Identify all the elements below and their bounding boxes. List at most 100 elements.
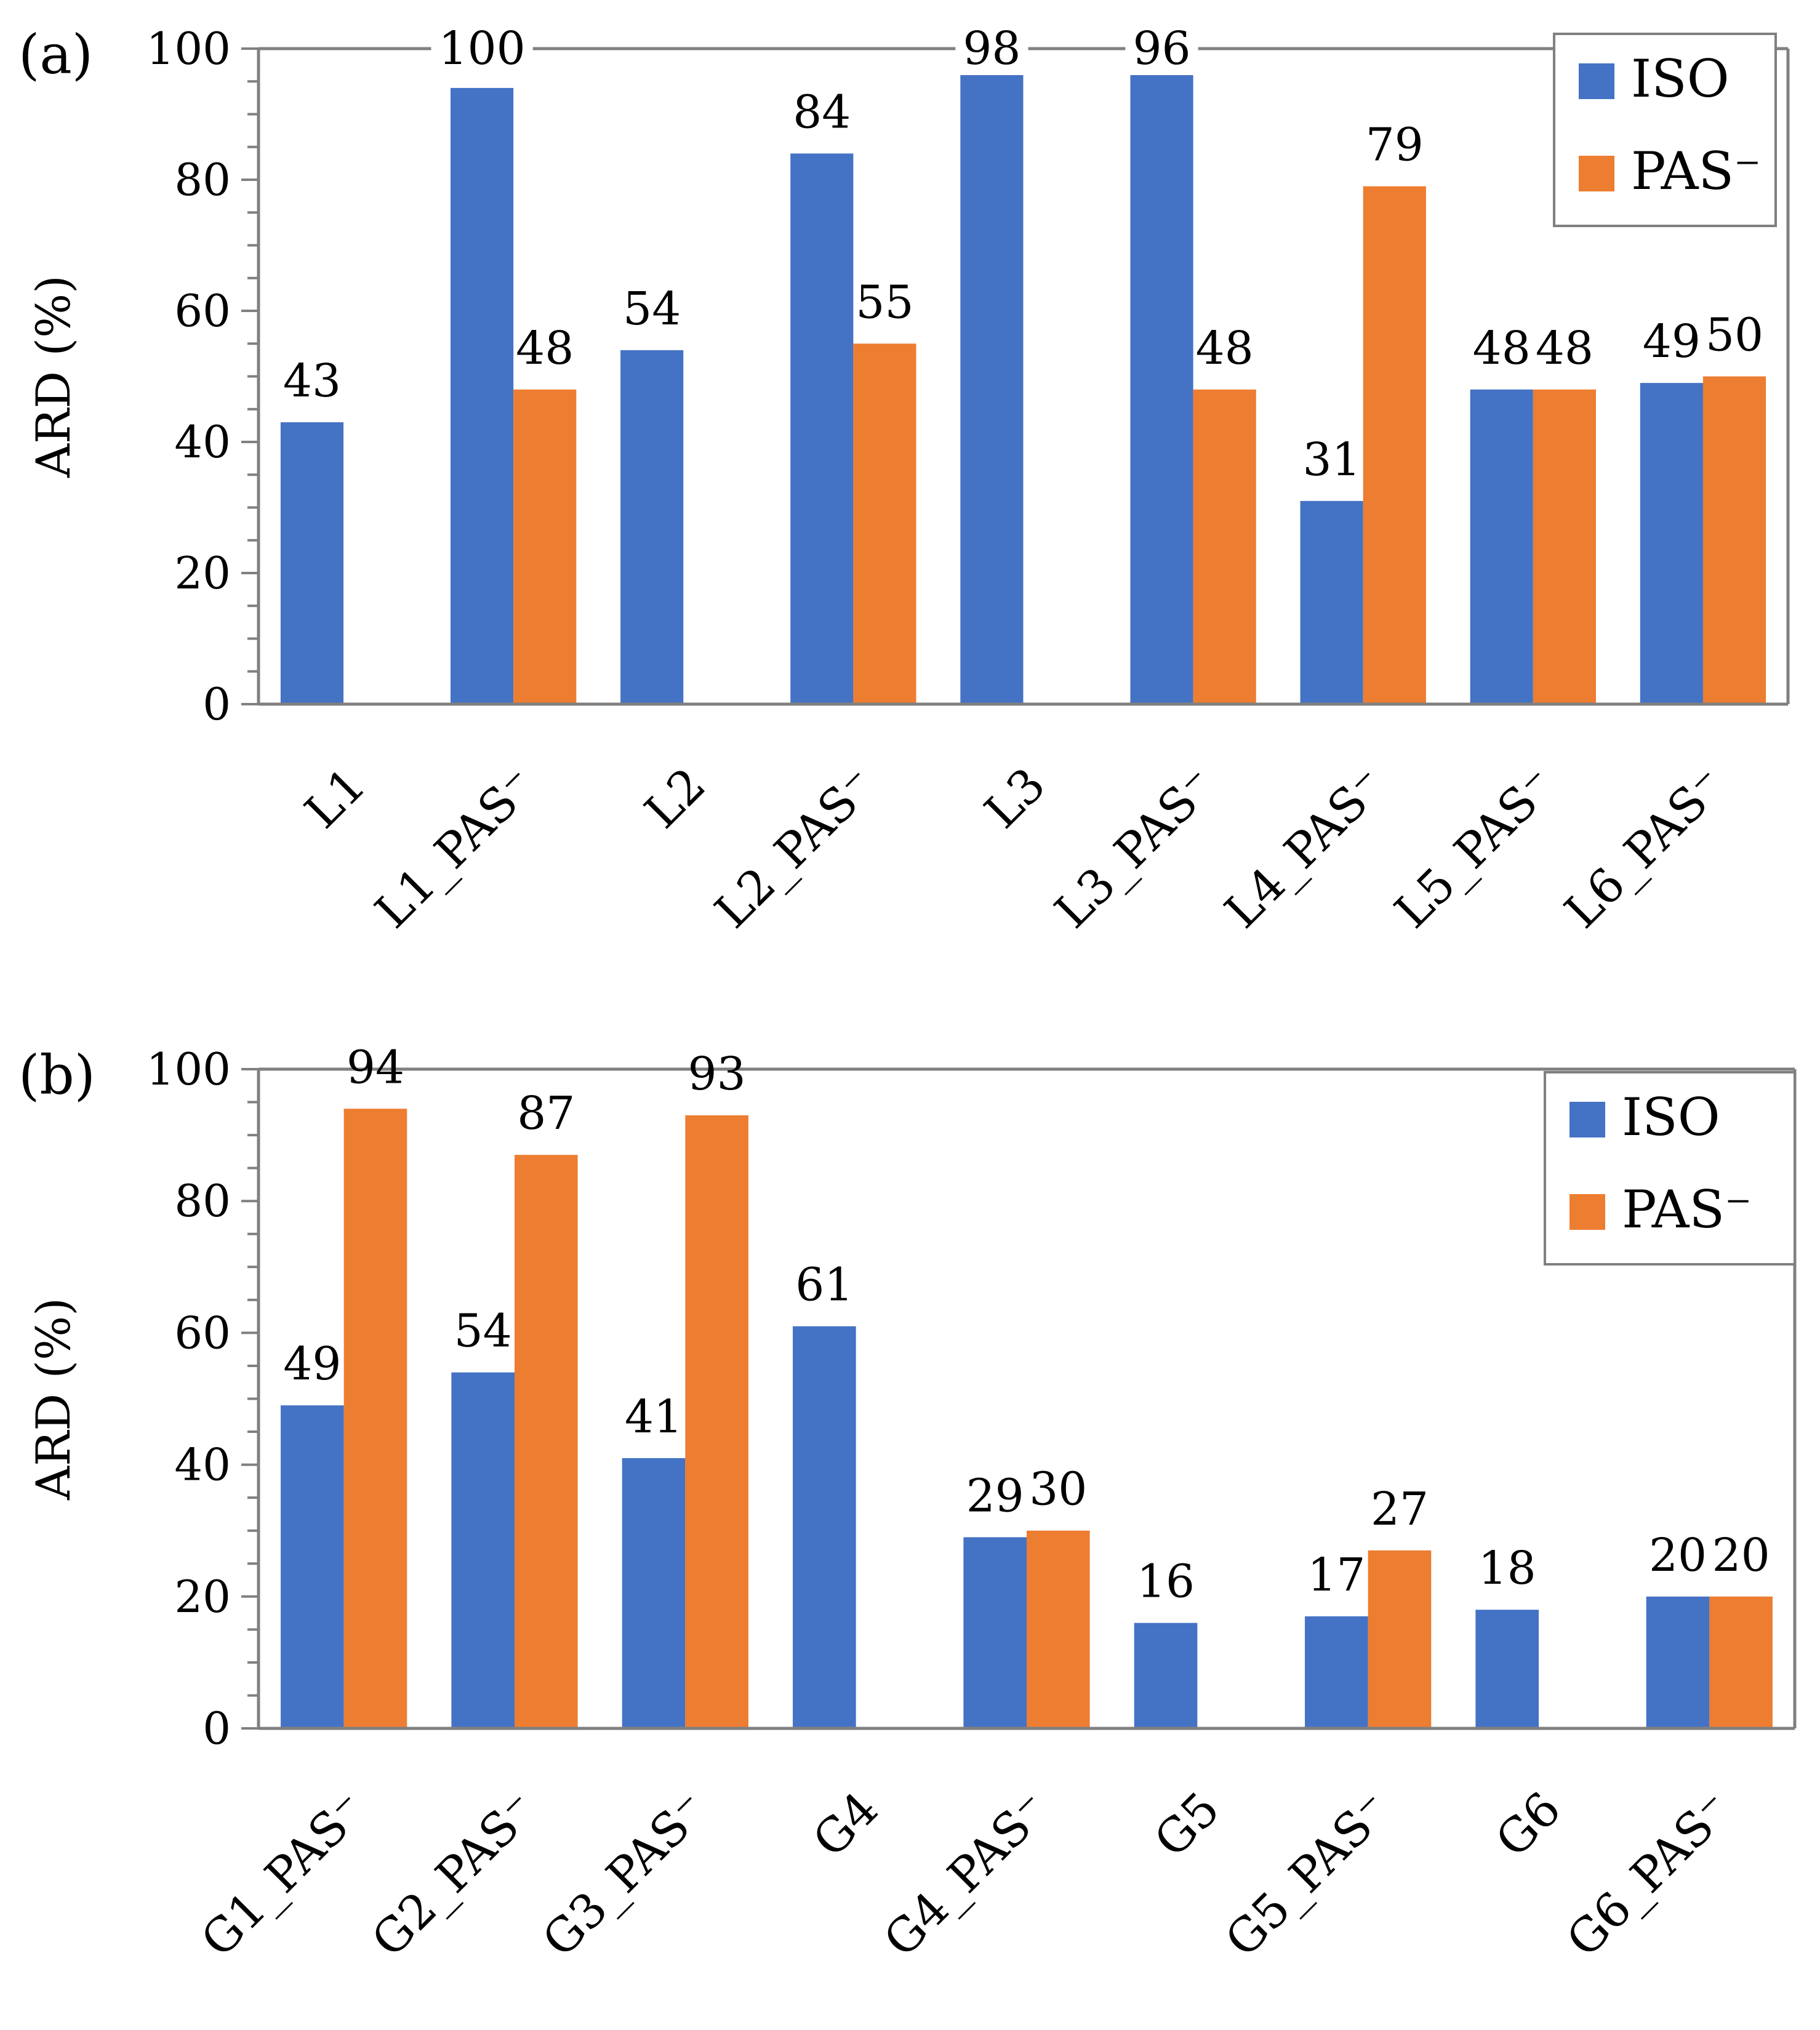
data-label: 48	[516, 322, 574, 375]
bar-iso-2	[620, 350, 684, 704]
bar-iso-1	[451, 1372, 515, 1728]
data-label: 43	[283, 355, 341, 407]
bar-iso-8	[1646, 1596, 1710, 1728]
y-tick-label: 100	[146, 23, 231, 74]
bar-iso-3	[790, 153, 854, 704]
data-label: 50	[1706, 309, 1763, 362]
legend-label: ISO	[1631, 49, 1730, 109]
data-label: 87	[517, 1087, 575, 1140]
data-label: 54	[623, 283, 681, 335]
x-tick-label: G4	[802, 1781, 888, 1868]
legend-label: ISO	[1622, 1087, 1720, 1147]
data-label: 48	[1196, 322, 1254, 375]
bar-iso-4	[960, 62, 1024, 704]
data-label: 93	[688, 1048, 746, 1101]
data-label: 48	[1536, 322, 1594, 375]
data-label: 29	[966, 1469, 1024, 1522]
data-label: 48	[1473, 322, 1531, 375]
panel-label: (b)	[18, 1043, 95, 1107]
data-label: 20	[1649, 1529, 1707, 1582]
data-label: 41	[625, 1390, 683, 1443]
data-label: 96	[1132, 22, 1190, 75]
x-tick-label: L6_PAS⁻	[1554, 757, 1736, 939]
data-label: 49	[1643, 315, 1701, 368]
bar-iso-4	[963, 1537, 1027, 1728]
data-label: 54	[454, 1305, 512, 1358]
x-tick-label: G6_PAS⁻	[1556, 1781, 1742, 1967]
y-axis-label: ARD (%)	[26, 1298, 81, 1501]
data-label: 61	[795, 1259, 853, 1312]
y-tick-label: 80	[174, 154, 231, 206]
legend-label: PAS⁻	[1631, 141, 1761, 201]
bar-iso-0	[281, 1405, 344, 1728]
panel-label: (a)	[18, 23, 93, 86]
y-tick-label: 0	[202, 1703, 231, 1754]
data-label: 79	[1366, 119, 1424, 172]
y-tick-label: 100	[146, 1043, 231, 1095]
x-tick-label: G4_PAS⁻	[873, 1781, 1059, 1967]
x-tick-label: L5_PAS⁻	[1384, 757, 1566, 939]
chart-panel-b: 0 20 40 60 80 100 ARD (%) (b) 49 54 41 61 29 16 17 18 20…	[18, 1041, 1797, 1967]
bar-iso-8	[1640, 383, 1703, 704]
x-tick-label: L1	[294, 757, 376, 839]
y-tick-label: 60	[174, 285, 231, 337]
bar-pas-1	[513, 389, 577, 704]
bar-pas-7	[1533, 389, 1596, 704]
data-label: 30	[1029, 1463, 1087, 1516]
legend-label: PAS⁻	[1622, 1179, 1752, 1240]
data-label: 84	[793, 86, 851, 138]
bar-pas-8	[1709, 1596, 1773, 1728]
legend-swatch-iso	[1579, 63, 1614, 99]
y-tick-label: 80	[174, 1175, 231, 1227]
data-label-backdrop	[1125, 22, 1198, 75]
y-tick-label: 0	[202, 678, 231, 730]
x-tick-label: G6	[1485, 1781, 1571, 1868]
bar-pas-3	[853, 343, 916, 704]
bar-iso-2	[622, 1458, 686, 1728]
data-label: 20	[1712, 1529, 1770, 1582]
bar-iso-5	[1134, 1623, 1198, 1728]
bar-iso-5	[1130, 74, 1193, 705]
data-label: 16	[1137, 1555, 1195, 1608]
x-tick-label: G3_PAS⁻	[532, 1781, 718, 1967]
bar-iso-0	[280, 422, 344, 704]
bar-iso-6	[1305, 1616, 1368, 1728]
y-axis-label: ARD (%)	[26, 275, 81, 478]
bar-pas-6	[1368, 1550, 1432, 1728]
y-tick-label: 40	[174, 416, 231, 468]
bar-pas-6	[1363, 186, 1426, 704]
data-label: 27	[1371, 1483, 1429, 1536]
x-tick-label: L2_PAS⁻	[704, 757, 886, 939]
y-tick-label: 60	[174, 1307, 231, 1358]
x-tick-label: G2_PAS⁻	[361, 1781, 547, 1967]
data-label-backdrop	[955, 22, 1028, 75]
x-tick-label: L2	[634, 757, 716, 839]
y-tick-label: 20	[174, 1571, 231, 1623]
data-label: 55	[856, 276, 913, 329]
bar-pas-4	[1027, 1530, 1090, 1728]
bar-pas-5	[1193, 389, 1256, 704]
bar-iso-6	[1300, 500, 1363, 704]
bar-iso-1	[451, 87, 514, 704]
data-label: 100	[438, 22, 525, 75]
y-tick-label: 40	[174, 1439, 231, 1491]
x-tick-label: L3_PAS⁻	[1044, 757, 1225, 939]
bar-iso-3	[793, 1326, 856, 1728]
x-tick-label: L1_PAS⁻	[364, 757, 546, 939]
data-label: 31	[1303, 433, 1361, 486]
x-tick-label: G5_PAS⁻	[1214, 1781, 1400, 1967]
x-tick-label: L3	[974, 757, 1056, 839]
bar-pas-2	[685, 1115, 748, 1728]
data-label-backdrop	[431, 22, 533, 75]
x-tick-label: L4_PAS⁻	[1214, 757, 1396, 939]
legend-box	[1553, 33, 1777, 227]
data-label: 49	[283, 1338, 341, 1390]
bar-pas-1	[515, 1155, 578, 1728]
data-label: 17	[1307, 1549, 1365, 1602]
y-tick-label: 20	[174, 547, 231, 599]
bar-iso-7	[1475, 1610, 1539, 1728]
bar-iso-7	[1470, 389, 1533, 704]
legend-swatch-pas	[1569, 1194, 1605, 1230]
